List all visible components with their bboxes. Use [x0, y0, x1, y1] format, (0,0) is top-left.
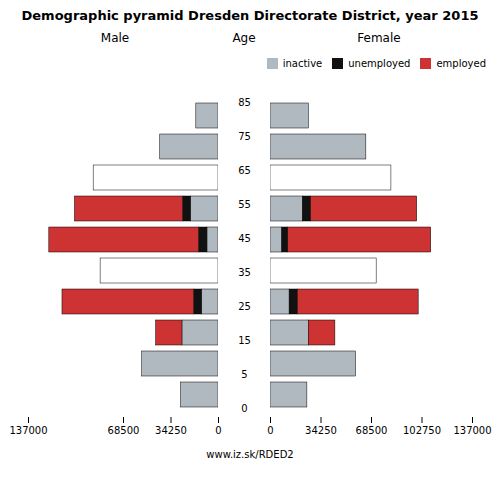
svg-text:55: 55 [238, 199, 251, 210]
svg-text:34250: 34250 [155, 425, 187, 436]
html-text:inactive: inactive [282, 58, 323, 69]
svg-text:102750: 102750 [403, 425, 441, 436]
svg-text:15: 15 [238, 335, 251, 346]
svg-text:25: 25 [238, 301, 251, 312]
svg-text:35: 35 [238, 267, 251, 278]
html-text:Male: Male [100, 31, 130, 45]
html-text:unemployed: unemployed [348, 58, 411, 69]
svg-text:137000: 137000 [453, 425, 491, 436]
svg-text:68500: 68500 [356, 425, 388, 436]
svg-text:5: 5 [241, 369, 247, 380]
svg-text:68500: 68500 [108, 425, 140, 436]
svg-text:137000: 137000 [9, 425, 47, 436]
svg-text:45: 45 [238, 233, 251, 244]
html-text:employed: employed [436, 58, 486, 69]
svg-text:75: 75 [238, 131, 251, 142]
svg-text:85: 85 [238, 97, 251, 108]
html-text:www.iz.sk/RDED2: www.iz.sk/RDED2 [206, 449, 294, 460]
html-text:Female: Female [357, 31, 401, 45]
html-text:Demographic pyramid Dresden Di: Demographic pyramid Dresden Directorate … [21, 8, 479, 23]
svg-text:0: 0 [215, 425, 221, 436]
svg-text:0: 0 [267, 425, 273, 436]
html-text:Age: Age [232, 31, 256, 45]
svg-text:34250: 34250 [305, 425, 337, 436]
svg-text:65: 65 [238, 165, 251, 176]
svg-text:0: 0 [241, 403, 247, 414]
